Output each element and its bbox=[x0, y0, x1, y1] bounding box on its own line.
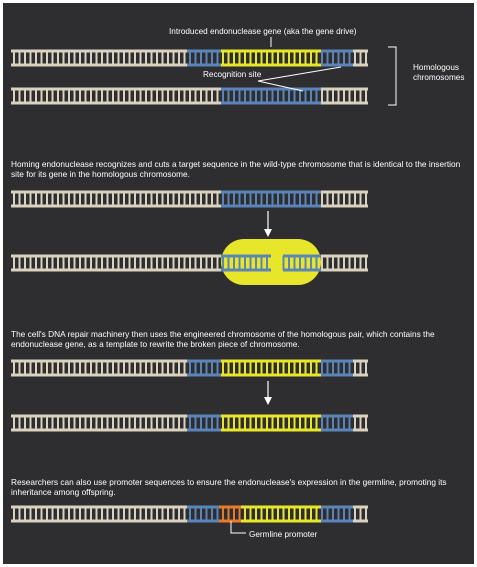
dna-backbone-region bbox=[221, 373, 321, 377]
dna-backbone-region bbox=[219, 519, 241, 523]
dna-backbone-region bbox=[283, 254, 321, 258]
dna-backbone-region bbox=[221, 414, 321, 418]
step2-caption: The cell's DNA repair machinery then use… bbox=[11, 329, 435, 350]
engineered-chromosome bbox=[11, 49, 368, 67]
endonuclease-blob-icon bbox=[221, 239, 321, 285]
step1-caption: Homing endonuclease recognizes and cuts … bbox=[11, 159, 461, 180]
gene-drive-label: Introduced endonuclease gene (aka the ge… bbox=[169, 27, 357, 36]
dna-backbone bbox=[11, 190, 368, 194]
dna-backbone-region bbox=[321, 373, 353, 377]
dna-backbone-region bbox=[221, 63, 321, 67]
dna-backbone-region bbox=[187, 519, 219, 523]
dna-backbone-region bbox=[187, 414, 221, 418]
dna-backbone-region bbox=[221, 254, 271, 258]
dna-backbone-region bbox=[221, 428, 321, 432]
recognition-site-label: Recognition site bbox=[203, 70, 262, 79]
down-arrow-head bbox=[264, 229, 272, 237]
dna-backbone bbox=[11, 101, 368, 105]
dna-backbone-region bbox=[241, 519, 321, 523]
dna-backbone-region bbox=[321, 428, 353, 432]
dna-backbone-region bbox=[321, 519, 353, 523]
template-chromosome bbox=[11, 359, 368, 377]
dna-backbone-region bbox=[221, 49, 321, 53]
dna-backbone-region bbox=[221, 268, 271, 272]
dna-backbone-region bbox=[187, 63, 221, 67]
dna-backbone bbox=[11, 268, 271, 272]
dna-backbone-region bbox=[321, 359, 353, 363]
germline-promoter-pointer bbox=[230, 521, 246, 534]
dna-backbone bbox=[11, 254, 271, 258]
recognition-site-pointer-upper bbox=[257, 66, 342, 82]
wild-type-chromosome bbox=[11, 87, 368, 105]
homologous-chromosomes-label: Homologous chromosomes bbox=[413, 63, 465, 82]
dna-backbone-region bbox=[283, 268, 321, 272]
dna-backbone-region bbox=[187, 505, 219, 509]
dna-backbone bbox=[11, 87, 368, 91]
dna-backbone-region bbox=[241, 505, 321, 509]
recognition-site-pointer-lower bbox=[257, 80, 304, 92]
dna-backbone bbox=[283, 268, 368, 272]
down-arrow-head bbox=[264, 397, 272, 405]
dna-backbone-region bbox=[321, 49, 353, 53]
dna-backbone-region bbox=[187, 428, 221, 432]
germline-promoter-label: Germline promoter bbox=[249, 530, 318, 539]
bracket-icon bbox=[388, 46, 397, 106]
dna-backbone-region bbox=[321, 63, 353, 67]
target-chromosome bbox=[11, 190, 368, 208]
repaired-chromosome bbox=[11, 414, 368, 432]
step3-caption: Researchers can also use promoter sequen… bbox=[11, 477, 447, 498]
dna-backbone-region bbox=[187, 359, 221, 363]
dna-backbone-region bbox=[221, 204, 321, 208]
dna-backbone-region bbox=[219, 505, 241, 509]
dna-backbone-region bbox=[321, 505, 353, 509]
dna-backbone-region bbox=[187, 49, 221, 53]
diagram-art bbox=[11, 37, 397, 534]
cut-chromosome bbox=[11, 254, 368, 272]
promoter-chromosome bbox=[11, 505, 368, 523]
dna-backbone-region bbox=[221, 101, 321, 105]
dna-backbone bbox=[283, 254, 368, 258]
dna-backbone bbox=[11, 204, 368, 208]
dna-backbone-region bbox=[221, 190, 321, 194]
dna-backbone-region bbox=[221, 359, 321, 363]
dna-backbone-region bbox=[187, 373, 221, 377]
diagram-panel: Introduced endonuclease gene (aka the ge… bbox=[3, 3, 474, 564]
dna-backbone-region bbox=[321, 414, 353, 418]
dna-backbone-region bbox=[221, 87, 321, 91]
